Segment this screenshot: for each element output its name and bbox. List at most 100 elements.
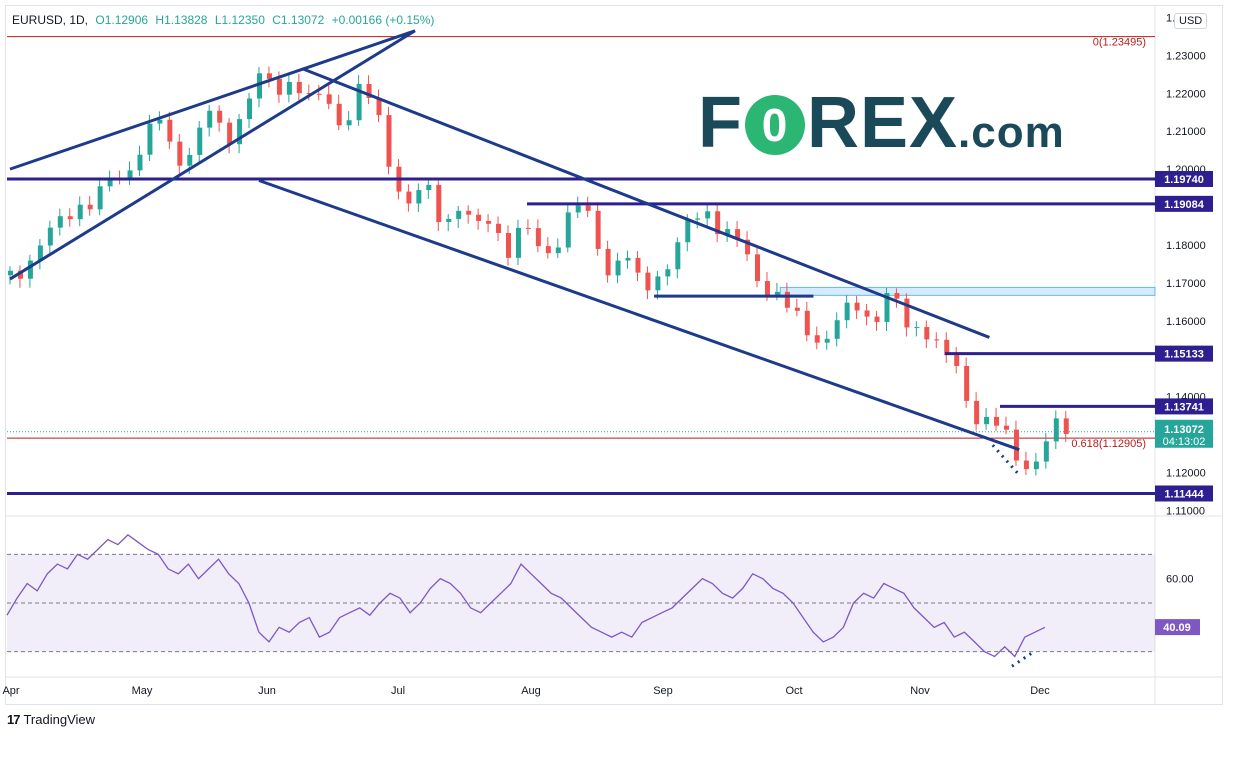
candle[interactable] <box>446 218 452 223</box>
candle[interactable] <box>844 302 850 321</box>
candle[interactable] <box>1053 418 1059 442</box>
candle[interactable] <box>207 110 213 128</box>
candle[interactable] <box>177 141 183 166</box>
candle[interactable] <box>247 98 253 120</box>
candle[interactable] <box>456 210 462 219</box>
candle[interactable] <box>147 123 153 155</box>
candle[interactable] <box>864 310 870 317</box>
candle[interactable] <box>645 272 651 291</box>
candle[interactable] <box>764 281 770 296</box>
candle[interactable] <box>605 248 611 276</box>
candle[interactable] <box>874 316 880 322</box>
candle[interactable] <box>47 227 53 246</box>
trendline[interactable] <box>9 29 416 171</box>
candle[interactable] <box>725 229 731 235</box>
candle[interactable] <box>575 205 581 213</box>
candle[interactable] <box>97 186 103 210</box>
currency-button[interactable]: USD <box>1174 13 1208 29</box>
candle[interactable] <box>655 276 661 291</box>
candle[interactable] <box>755 254 760 282</box>
candle[interactable] <box>137 154 143 171</box>
candle[interactable] <box>884 293 890 322</box>
candle[interactable] <box>17 270 23 279</box>
candle[interactable] <box>894 293 900 299</box>
candle[interactable] <box>715 211 721 235</box>
candle[interactable] <box>585 205 591 211</box>
candle[interactable] <box>376 97 382 116</box>
candle[interactable] <box>1063 418 1069 434</box>
candle[interactable] <box>266 73 272 79</box>
candle[interactable] <box>625 257 631 261</box>
candle[interactable] <box>77 204 83 220</box>
candle[interactable] <box>237 119 243 145</box>
candle[interactable] <box>306 93 312 95</box>
candle[interactable] <box>386 115 392 167</box>
candle[interactable] <box>984 416 990 425</box>
candle[interactable] <box>197 127 203 155</box>
candle[interactable] <box>794 307 800 311</box>
candle[interactable] <box>665 269 671 277</box>
candle[interactable] <box>944 339 950 356</box>
candle[interactable] <box>545 246 551 254</box>
candle[interactable] <box>804 310 810 336</box>
candle[interactable] <box>426 184 432 191</box>
candle[interactable] <box>745 239 751 255</box>
candle[interactable] <box>276 78 282 95</box>
candle[interactable] <box>824 338 830 343</box>
candle[interactable] <box>705 211 711 219</box>
candle[interactable] <box>934 339 940 341</box>
candle[interactable] <box>1033 461 1039 470</box>
candle[interactable] <box>555 247 561 254</box>
candle[interactable] <box>57 216 63 228</box>
candle[interactable] <box>615 260 621 276</box>
candle[interactable] <box>187 154 193 166</box>
candle[interactable] <box>87 204 93 210</box>
rsi-divergence-dotted-line[interactable] <box>1011 650 1035 668</box>
candle[interactable] <box>635 257 641 273</box>
rsi-line[interactable] <box>6 534 1046 658</box>
candle[interactable] <box>1004 425 1009 430</box>
candle[interactable] <box>1013 429 1019 461</box>
tradingview-logo[interactable]: 17 TradingView <box>7 712 95 727</box>
symbol-label[interactable]: EURUSD, 1D, <box>12 13 89 27</box>
trendline[interactable] <box>9 29 416 281</box>
candle[interactable] <box>994 416 1000 426</box>
trendline[interactable] <box>301 67 990 339</box>
candle[interactable] <box>525 227 531 229</box>
trendline[interactable] <box>258 179 1020 452</box>
candle[interactable] <box>535 228 541 247</box>
candle[interactable] <box>954 355 960 366</box>
candle[interactable] <box>904 298 910 328</box>
candle[interactable] <box>296 81 302 94</box>
candle[interactable] <box>286 81 292 95</box>
candle[interactable] <box>854 302 860 311</box>
candle[interactable] <box>784 291 790 308</box>
candle[interactable] <box>695 218 701 220</box>
candle[interactable] <box>774 291 780 296</box>
candle[interactable] <box>735 229 741 240</box>
candle[interactable] <box>924 327 930 340</box>
candle[interactable] <box>127 170 133 180</box>
candle[interactable] <box>675 242 681 270</box>
candle[interactable] <box>257 73 262 99</box>
candle[interactable] <box>336 103 342 126</box>
candle[interactable] <box>227 122 233 145</box>
candle[interactable] <box>486 220 492 224</box>
candle[interactable] <box>316 93 322 95</box>
candle[interactable] <box>107 179 113 187</box>
candle[interactable] <box>1023 460 1029 470</box>
candle[interactable] <box>326 94 332 104</box>
candle[interactable] <box>685 219 691 243</box>
candle[interactable] <box>436 184 442 223</box>
candle[interactable] <box>346 120 352 126</box>
candle[interactable] <box>416 190 422 204</box>
candle[interactable] <box>506 232 511 258</box>
candle[interactable] <box>67 216 73 220</box>
candle[interactable] <box>974 400 980 425</box>
candle[interactable] <box>157 119 163 124</box>
candle[interactable] <box>476 214 482 221</box>
candle[interactable] <box>406 191 412 204</box>
candle[interactable] <box>834 320 840 339</box>
candle[interactable] <box>1043 441 1049 462</box>
